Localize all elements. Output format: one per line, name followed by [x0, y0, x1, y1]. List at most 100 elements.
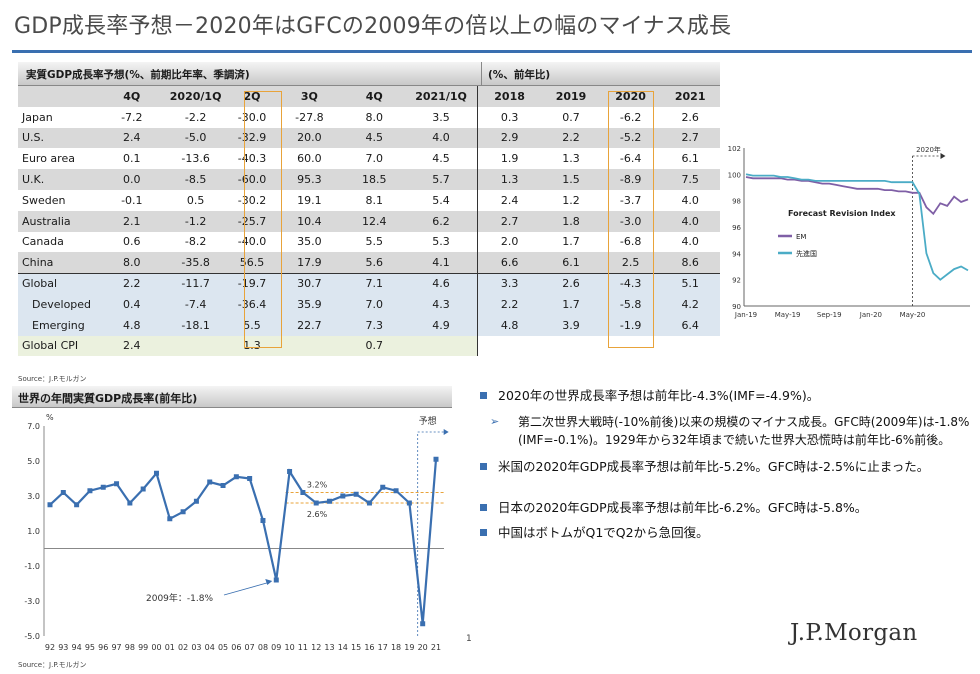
table-cell: 1.3: [476, 169, 542, 190]
gdp-forecast-table: 実質GDP成長率予想(%、前期比年率、季調済) (%、前年比) 4Q 2020/1…: [18, 62, 720, 372]
x-tick-label: 19: [404, 643, 414, 652]
forecast-arrow-head: [443, 429, 449, 435]
table-cell: 5.4: [432, 193, 450, 207]
x-tick-label: 06: [231, 643, 241, 652]
table-cell: 17.9: [297, 256, 322, 270]
table-cell: 3.3: [476, 272, 542, 294]
table-cell: [476, 335, 542, 357]
table-cell: -0.1: [121, 193, 143, 207]
table-cell: 4.5: [365, 131, 384, 145]
table-cell: 0.0: [123, 173, 141, 187]
data-point: [207, 479, 213, 485]
table-corner: [18, 86, 101, 107]
table-cell: -40.3: [237, 152, 267, 166]
x-tick-label: 13: [324, 643, 334, 652]
table-cell: 22.7: [297, 318, 322, 332]
row-label: Developed: [32, 297, 92, 311]
table-cell: -4.3: [600, 272, 661, 294]
column-header: 2021/1Q: [415, 89, 467, 103]
table-cell: 35.9: [297, 297, 322, 311]
title-rule: [12, 50, 972, 53]
table-cell: 1.2: [562, 193, 580, 207]
table-cell: 0.7: [562, 110, 580, 124]
table-cell: 4.5: [432, 152, 450, 166]
table-cell: 7.0: [365, 152, 384, 166]
table-cell: 1.9: [476, 148, 542, 170]
y-unit-label: %: [46, 413, 54, 422]
table-cell: 2.2: [476, 293, 542, 315]
table-cell: 2.4: [476, 189, 542, 211]
table-cell: -8.9: [619, 173, 642, 187]
data-point: [340, 493, 346, 499]
jpmorgan-logo: J.P.Morgan: [790, 620, 918, 646]
row-label: Global: [18, 272, 101, 294]
chart2-header-text: 世界の年間実質GDP成長率(前年比): [18, 392, 198, 405]
row-label: U.S.: [22, 131, 45, 145]
table-cell: 1.7: [562, 235, 580, 249]
x-tick-label: 12: [311, 643, 321, 652]
table-cell: 8.1: [365, 193, 384, 207]
table-row: Australia 2.1 -1.2 -25.7 10.4 12.4 6.2 2.7 1.8 -3…: [18, 210, 720, 232]
x-tick-label: 92: [45, 643, 55, 652]
table-cell: 60.0: [297, 152, 322, 166]
table-cell: 4.9: [432, 318, 450, 332]
x-tick-label: 98: [125, 643, 135, 652]
table-cell: -3.7: [619, 193, 642, 207]
table-row: Developed 0.4 -7.4 -36.4 35.9 7.0 4.3 2.2 1.7 -5.…: [18, 293, 720, 315]
x-tick-label: 15: [351, 643, 361, 652]
data-point: [193, 498, 199, 504]
table-cell: 0.5: [186, 193, 205, 207]
table-cell: 0.1: [123, 152, 141, 166]
data-point: [74, 502, 80, 508]
series-line-1: [745, 173, 969, 281]
table-cell: 0.6: [123, 235, 141, 249]
row-label: Australia: [22, 214, 71, 228]
forecast-label: 予想: [419, 415, 437, 427]
table-header-left: 実質GDP成長率予想(%、前期比年率、季調済): [26, 69, 250, 81]
table-row: China 8.0 -35.8 56.5 17.9 5.6 4.1 6.6 6.1 2.5 8.6: [18, 252, 720, 274]
table-cell: 8.6: [681, 256, 699, 270]
table-cell: 2.9: [476, 127, 542, 149]
data-point: [47, 502, 53, 508]
row-label: Canada: [22, 235, 64, 249]
table-cell: 8.0: [365, 110, 384, 124]
legend-label: 先進国: [796, 249, 817, 258]
column-header: 4Q: [123, 89, 141, 103]
x-tick-label: 05: [218, 643, 228, 652]
table-cell: 3.9: [562, 318, 580, 332]
table-cell: 2.6: [541, 272, 601, 294]
table-cell: -5.0: [184, 131, 207, 145]
table-cell: [660, 335, 720, 357]
column-header: 3Q: [300, 89, 318, 103]
bullet-2: 米国の2020年GDP成長率予想は前年比-5.2%。GFC時は-2.5%に止まっ…: [476, 457, 976, 476]
data-point: [247, 476, 253, 481]
row-label: Emerging: [32, 318, 85, 332]
data-point: [366, 500, 372, 506]
table-cell: 4.8: [476, 314, 542, 336]
table-cell: -18.1: [181, 318, 210, 332]
gdp-series-line: [49, 459, 438, 624]
data-point: [127, 500, 133, 506]
row-label: Global CPI: [22, 339, 79, 353]
x-tick-label: 14: [338, 643, 348, 652]
table-cell: 1.8: [562, 214, 580, 228]
table-cell: -8.2: [184, 235, 207, 249]
table-row: Global 2.2 -11.7 -19.7 30.7 7.1 4.6 3.3 2.6 -4.3 5…: [18, 272, 720, 294]
page-title: GDP成長率予想－2020年はGFCの2009年の倍以上の幅のマイナス成長: [14, 14, 732, 39]
table-cell: 2.4: [123, 339, 141, 353]
row-label: Japan: [22, 110, 53, 124]
table-cell: 7.0: [365, 297, 384, 311]
table-header-bar: 実質GDP成長率予想(%、前期比年率、季調済) (%、前年比): [18, 62, 720, 86]
x-tick-label: Sep-19: [817, 311, 842, 319]
chart1-title: Forecast Revision Index: [788, 209, 896, 218]
table-cell: [541, 335, 601, 357]
x-tick-label: 00: [151, 643, 161, 652]
table-cell: -1.9: [619, 318, 642, 332]
x-tick-label: 94: [72, 643, 82, 652]
table-cell: -11.7: [162, 272, 229, 294]
x-tick-label: 02: [178, 643, 188, 652]
data-point: [420, 621, 426, 627]
table-cell: 4.8: [123, 318, 141, 332]
table-cell: 0.3: [476, 106, 542, 128]
table-cell: 7.5: [681, 173, 699, 187]
